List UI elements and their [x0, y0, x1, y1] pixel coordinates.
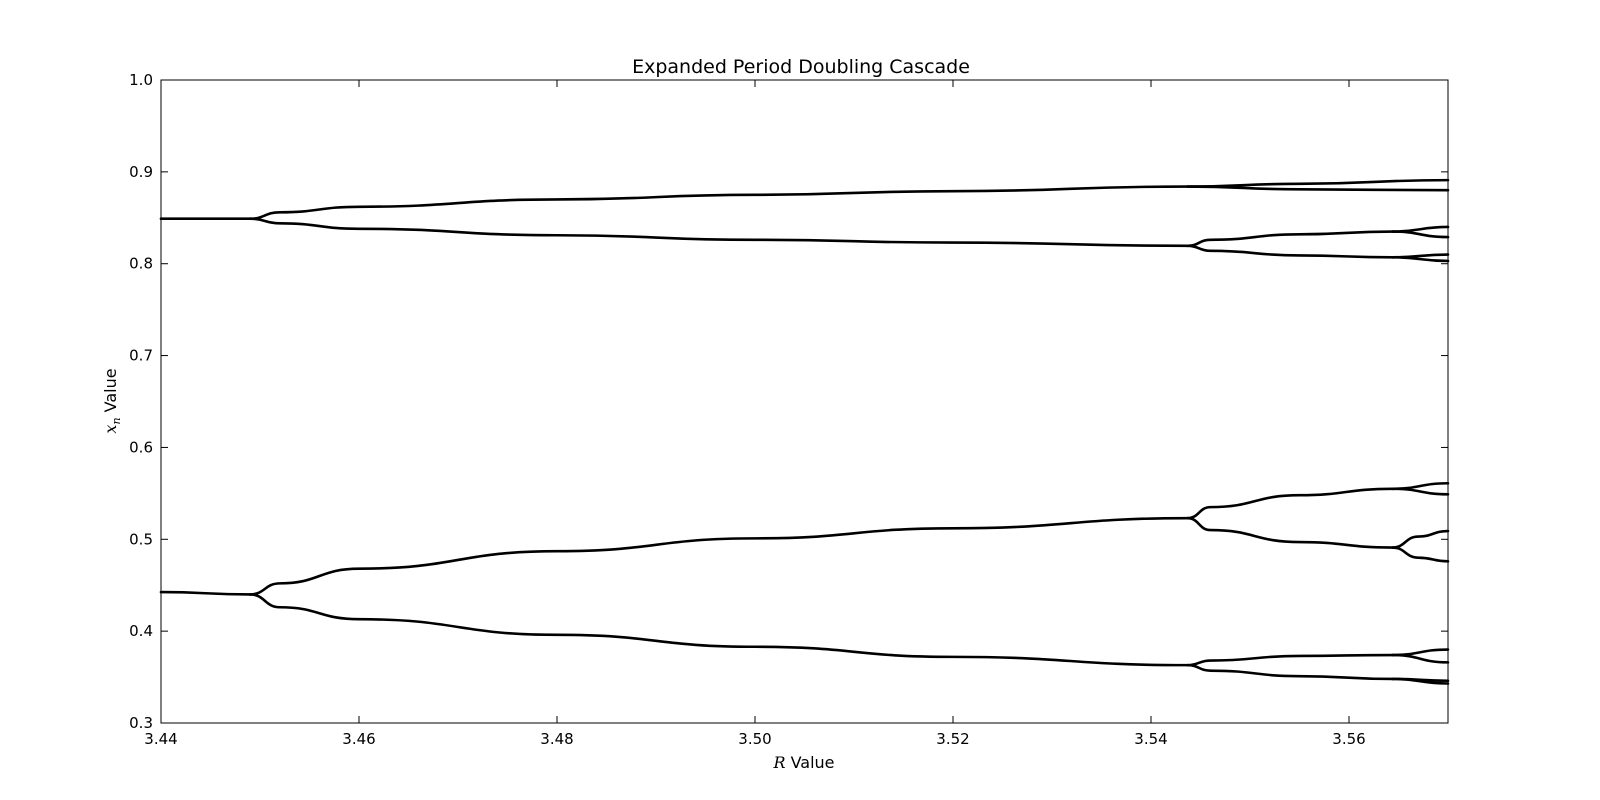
y-axis-symbol: x — [101, 425, 120, 434]
x-tick-label: 3.46 — [342, 730, 375, 748]
series-line-8 — [1391, 230, 1450, 239]
series-line-14 — [1186, 487, 1394, 520]
series-line-9 — [1186, 244, 1394, 259]
y-axis-label-text: Value — [101, 368, 120, 417]
series-line-2 — [248, 185, 1189, 221]
plot-area: 3.44 3.46 3.48 3.50 3.52 3.54 3.56 0.30.40.50.… — [129, 71, 1450, 748]
x-tick-label: 3.52 — [936, 730, 969, 748]
y-tick-label: 0.6 — [129, 438, 153, 456]
series-line-6 — [1186, 230, 1394, 248]
y-tick-label: 0.9 — [129, 163, 153, 181]
series-line-13 — [248, 516, 1189, 596]
series-line-11 — [1391, 255, 1450, 263]
chart-title: Expanded Period Doubling Cascade — [632, 56, 970, 78]
x-tick-label: 3.48 — [540, 730, 573, 748]
x-tick-label: 3.50 — [738, 730, 771, 748]
series-line-20 — [248, 593, 1189, 667]
y-tick-label: 0.3 — [129, 714, 153, 732]
series-line-26 — [1391, 677, 1450, 685]
y-tick-label: 1.0 — [129, 71, 153, 89]
x-axis-label-text: Value — [786, 753, 835, 772]
series-line-17 — [1186, 516, 1394, 549]
y-tick-label: 0.7 — [129, 347, 153, 365]
series-line-24 — [1186, 663, 1394, 681]
x-axis-symbol: R — [772, 753, 785, 772]
y-tick-label: 0.8 — [129, 255, 153, 273]
series-line-4 — [1186, 185, 1450, 192]
series-line-23 — [1391, 653, 1450, 664]
series-line-3 — [1186, 178, 1450, 188]
y-tick-label: 0.5 — [129, 530, 153, 548]
y-axis-ticks: 0.3 0.4 0.5 0.6 0.7 0.8 0.9 1.0 — [129, 71, 1448, 732]
series-line-21 — [1186, 653, 1394, 667]
y-tick-label: 0.4 — [129, 622, 153, 640]
y-axis-subscript: n — [110, 417, 123, 424]
x-tick-label: 3.54 — [1134, 730, 1167, 748]
series-line-16 — [1391, 487, 1450, 496]
y-axis-label: xn Value — [101, 368, 123, 433]
series-line-19 — [1391, 546, 1450, 563]
x-tick-label: 3.44 — [144, 730, 177, 748]
plot-frame — [160, 79, 1449, 724]
series-line-5 — [248, 217, 1189, 248]
x-axis-label: R Value — [772, 753, 834, 772]
x-axis-ticks: 3.44 3.46 3.48 3.50 3.52 3.54 3.56 — [144, 80, 1366, 748]
series-line-18 — [1391, 529, 1450, 549]
series-line-12 — [159, 590, 252, 596]
x-tick-label: 3.56 — [1332, 730, 1365, 748]
series-group — [159, 178, 1450, 685]
